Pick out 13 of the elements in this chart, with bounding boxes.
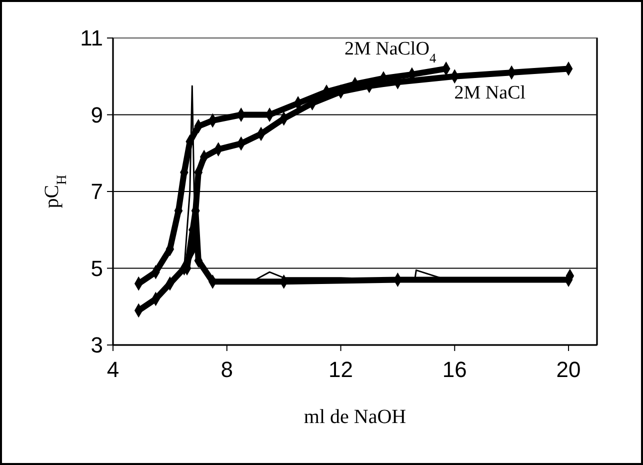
y-tick-label: 7: [90, 179, 103, 204]
x-axis-title: ml de NaOH: [304, 406, 406, 428]
x-tick-label: 8: [220, 357, 234, 382]
y-tick-label: 5: [90, 256, 103, 281]
x-tick-label: 20: [556, 357, 581, 382]
x-tick-label: 16: [442, 357, 467, 382]
x-tick-label: 12: [328, 357, 354, 382]
series-label: 2M NaClO$_{4}$: [344, 38, 436, 66]
y-tick-label: 3: [90, 332, 103, 358]
y-tick-label: 9: [90, 102, 103, 128]
y-tick-label: 11: [80, 26, 103, 51]
x-tick-label: 4: [106, 357, 120, 382]
series-label: 2M NaCl: [454, 82, 526, 104]
